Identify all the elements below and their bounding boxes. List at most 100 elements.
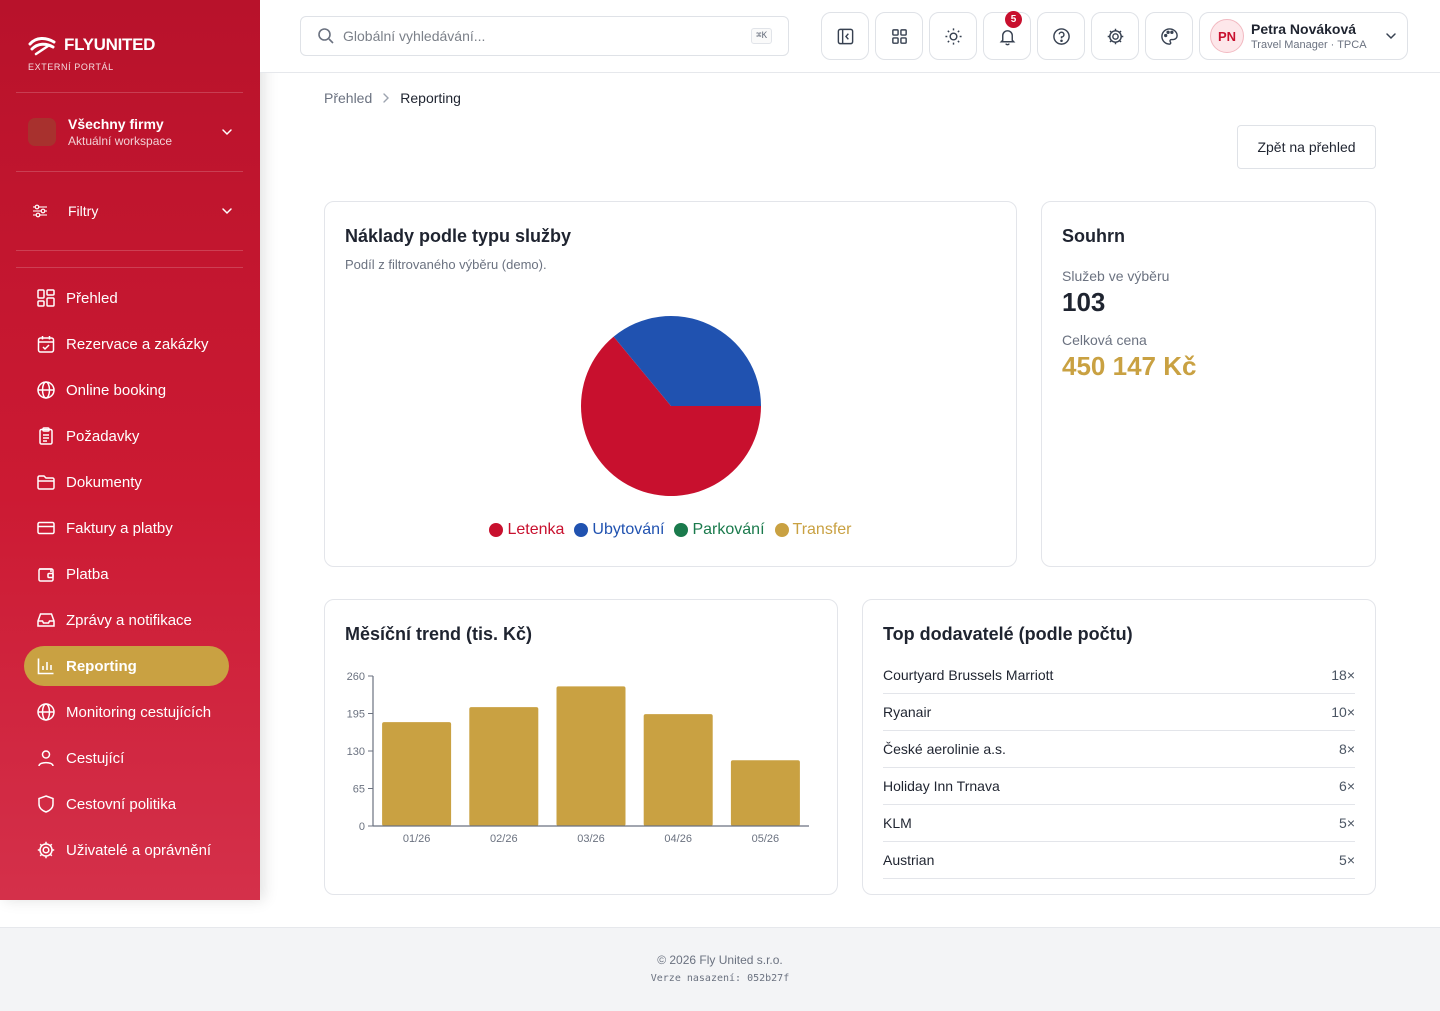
- calendar-check-icon: [37, 336, 55, 353]
- global-search[interactable]: ⌘K: [300, 16, 789, 56]
- x-tick-label: 01/26: [403, 833, 431, 845]
- sidebar-item-label: Reporting: [66, 657, 137, 675]
- pie-slice-ubytování[interactable]: [613, 316, 761, 406]
- summary-card: Souhrn Služeb ve výběru 103 Celková cena…: [1041, 201, 1376, 567]
- supplier-count: 8×: [1339, 741, 1355, 757]
- sidebar-item-label: Přehled: [66, 289, 118, 307]
- cost-by-service-card: Náklady podle typu služby Podíl z filtro…: [324, 201, 1017, 567]
- globe-icon: [37, 381, 55, 399]
- pie-chart: [581, 316, 761, 496]
- legend-item[interactable]: Parkování: [674, 521, 765, 539]
- price-label: Celková cena: [1062, 332, 1147, 348]
- list-item: Courtyard Brussels Marriott 18×: [883, 657, 1355, 694]
- sidebar-collapse-icon: [837, 28, 853, 44]
- sidebar-item-cestujici[interactable]: Cestující: [24, 738, 229, 778]
- help-button[interactable]: [1037, 12, 1085, 60]
- sidebar-item-faktury[interactable]: Faktury a platby: [24, 508, 229, 548]
- bar-04-26[interactable]: [643, 714, 713, 826]
- y-tick-label: 130: [347, 746, 365, 758]
- chevron-down-icon: [222, 208, 232, 215]
- filters-toggle[interactable]: Filtry: [32, 200, 233, 222]
- y-tick-label: 195: [347, 709, 365, 721]
- folder-icon: [37, 475, 55, 490]
- palette-button[interactable]: [1145, 12, 1193, 60]
- pie-legend: Letenka Ubytování Parkování Transfer: [325, 521, 1016, 539]
- bar-01-26[interactable]: [382, 722, 452, 826]
- settings-button[interactable]: [1091, 12, 1139, 60]
- user-menu[interactable]: PN Petra Nováková Travel Manager · TPCA: [1199, 12, 1408, 60]
- search-input[interactable]: [343, 28, 723, 44]
- sidebar-item-zpravy[interactable]: Zprávy a notifikace: [24, 600, 229, 640]
- inbox-icon: [37, 613, 55, 627]
- sidebar-item-label: Platba: [66, 565, 109, 583]
- sidebar-item-prehled[interactable]: Přehled: [24, 278, 229, 318]
- supplier-name: KLM: [883, 815, 912, 831]
- sidebar-item-rezervace[interactable]: Rezervace a zakázky: [24, 324, 229, 364]
- sidebar-item-monitoring[interactable]: Monitoring cestujících: [24, 692, 229, 732]
- breadcrumb-home-link[interactable]: Přehled: [324, 90, 373, 106]
- pie-slice-letenka[interactable]: [581, 336, 761, 496]
- filters-label: Filtry: [68, 203, 99, 219]
- sliders-icon: [33, 204, 47, 218]
- sidebar-item-reporting[interactable]: Reporting: [24, 646, 229, 686]
- sidebar-item-label: Dokumenty: [66, 473, 142, 491]
- sidebar-item-uzivatele[interactable]: Uživatelé a oprávnění: [24, 830, 229, 870]
- dashboard-icon: [37, 289, 55, 307]
- bar-03-26[interactable]: [556, 686, 626, 826]
- search-icon: [318, 28, 334, 44]
- sidebar-item-label: Požadavky: [66, 427, 140, 445]
- user-icon: [38, 750, 54, 767]
- workspace-switcher[interactable]: Všechny firmy Aktuální workspace: [28, 112, 233, 152]
- sun-icon: [944, 27, 962, 45]
- sidebar-item-online-booking[interactable]: Online booking: [24, 370, 229, 410]
- legend-label: Letenka: [507, 521, 565, 538]
- supplier-name: Courtyard Brussels Marriott: [883, 667, 1054, 683]
- sidebar-item-label: Faktury a platby: [66, 519, 173, 537]
- theme-toggle-button[interactable]: [929, 12, 977, 60]
- y-tick-label: 65: [353, 784, 365, 796]
- flyunited-logo-icon: [28, 37, 56, 56]
- card-title: Souhrn: [1062, 226, 1125, 246]
- legend-dot-transfer: [774, 523, 789, 537]
- footer: © 2026 Fly United s.r.o. Verze nasazení:…: [0, 927, 1440, 1011]
- gear-icon: [37, 841, 55, 859]
- legend-dot-letenka: [489, 523, 504, 537]
- list-item: KLM 5×: [883, 805, 1355, 842]
- sidebar: FLYUNITED EXTERNÍ PORTÁL Všechny firmy A…: [0, 0, 260, 900]
- x-tick-label: 04/26: [664, 833, 692, 845]
- sidebar-item-platba[interactable]: Platba: [24, 554, 229, 594]
- supplier-name: Austrian: [883, 852, 935, 868]
- notifications-button[interactable]: 5: [983, 11, 1031, 60]
- wallet-icon: [38, 568, 54, 582]
- chevron-right-icon: [383, 93, 390, 103]
- toggle-sidebar-button[interactable]: [821, 12, 869, 60]
- x-tick-label: 03/26: [577, 833, 605, 845]
- bar-chart-icon: [37, 658, 54, 675]
- sidebar-item-label: Cestovní politika: [66, 795, 177, 813]
- legend-item[interactable]: Letenka: [489, 521, 564, 539]
- bar-05-26[interactable]: [730, 760, 800, 826]
- brand[interactable]: FLYUNITED EXTERNÍ PORTÁL: [28, 34, 155, 72]
- card-subtitle: Podíl z filtrovaného výběru (demo).: [345, 257, 547, 272]
- user-name: Petra Nováková: [1251, 21, 1357, 37]
- bar-02-26[interactable]: [469, 707, 539, 826]
- list-item: Austrian 5×: [883, 842, 1355, 879]
- supplier-count: 6×: [1339, 778, 1355, 794]
- avatar: PN: [1210, 19, 1244, 53]
- grid-icon: [891, 28, 907, 44]
- card-title: Měsíční trend (tis. Kč): [345, 624, 533, 644]
- sidebar-divider: [16, 250, 243, 251]
- back-to-overview-button[interactable]: Zpět na přehled: [1237, 125, 1376, 169]
- legend-item[interactable]: Transfer: [774, 521, 852, 539]
- sidebar-item-pozadavky[interactable]: Požadavky: [24, 416, 229, 456]
- search-shortcut: ⌘K: [751, 28, 772, 44]
- sidebar-item-dokumenty[interactable]: Dokumenty: [24, 462, 229, 502]
- legend-label: Transfer: [792, 521, 852, 538]
- legend-dot-ubytovani: [574, 523, 589, 537]
- workspace-title: Všechny firmy: [68, 116, 164, 132]
- legend-item[interactable]: Ubytování: [574, 521, 664, 539]
- legend-dot-parkovani: [674, 523, 689, 537]
- y-tick-label: 0: [359, 821, 365, 833]
- apps-button[interactable]: [875, 12, 923, 60]
- sidebar-item-cestovni-politika[interactable]: Cestovní politika: [24, 784, 229, 824]
